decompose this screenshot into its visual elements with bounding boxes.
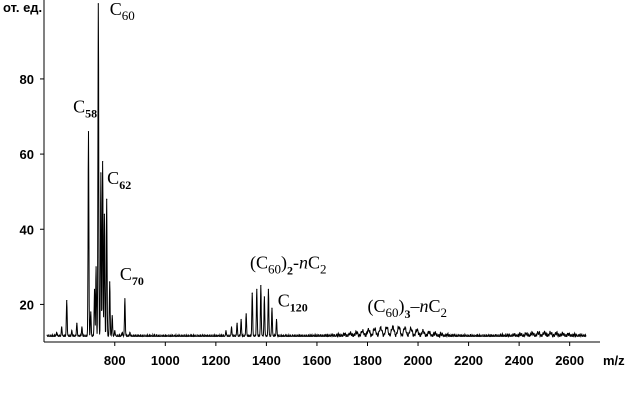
peak-point (267, 288, 270, 290)
peak-annotation: C62 (107, 168, 131, 192)
peak-annotation: C70 (120, 264, 144, 288)
peak-annotation: C58 (73, 97, 97, 121)
peak-point (109, 281, 111, 283)
peak-annotation: C60 (110, 0, 135, 23)
x-tick-label: 1000 (151, 353, 180, 368)
peak-point (275, 318, 278, 321)
peak-point (240, 318, 242, 321)
peak-point (66, 300, 68, 302)
peak-point (271, 307, 273, 309)
x-tick-label: 1600 (302, 353, 331, 368)
peak-point (103, 213, 106, 215)
x-tick-label: 2400 (505, 353, 534, 368)
peak-point (93, 288, 96, 290)
peak-point (251, 292, 253, 294)
peak-point (230, 326, 233, 328)
peak-point (100, 172, 102, 174)
peak-annotation: (C60)3–nC2 (367, 296, 447, 321)
peak-point (95, 266, 97, 268)
peak-point (106, 198, 108, 200)
peak-point (121, 332, 123, 334)
y-tick-label: 60 (20, 147, 34, 162)
peak-point (56, 332, 58, 334)
x-tick-label: 1200 (201, 353, 230, 368)
peak-point (97, 3, 99, 5)
peak-point (71, 330, 73, 332)
peak-point (124, 298, 126, 300)
x-tick-label: 1800 (353, 353, 382, 368)
peak-point (87, 130, 90, 133)
x-tick-label: 2600 (555, 353, 584, 368)
peak-point (256, 288, 258, 290)
peak-point (114, 330, 116, 332)
peak-point (225, 330, 227, 332)
x-tick-label: 2000 (404, 353, 433, 368)
x-tick-label: 800 (104, 353, 126, 368)
peak-point (263, 296, 265, 298)
peak-point (260, 285, 262, 287)
peak-point (61, 326, 63, 328)
x-tick-label: 2200 (454, 353, 483, 368)
peak-point (111, 315, 113, 317)
x-axis-label: m/z (603, 353, 625, 368)
y-axis-label: от. ед. (3, 0, 42, 15)
spectrum-line (46, 3, 587, 339)
peak-annotation: (C60)2-nC2 (250, 253, 327, 278)
peak-point (81, 326, 83, 328)
y-tick-label: 40 (20, 222, 34, 237)
peak-point (236, 322, 238, 324)
peak-annotation: C120 (278, 290, 308, 314)
x-tick-label: 1400 (252, 353, 281, 368)
y-tick-label: 20 (20, 297, 34, 312)
peak-point (129, 332, 131, 334)
peak-point (76, 322, 78, 324)
peak-point (90, 311, 92, 313)
peak-point (102, 161, 104, 163)
peak-point (245, 313, 247, 315)
y-tick-label: 80 (20, 72, 34, 87)
